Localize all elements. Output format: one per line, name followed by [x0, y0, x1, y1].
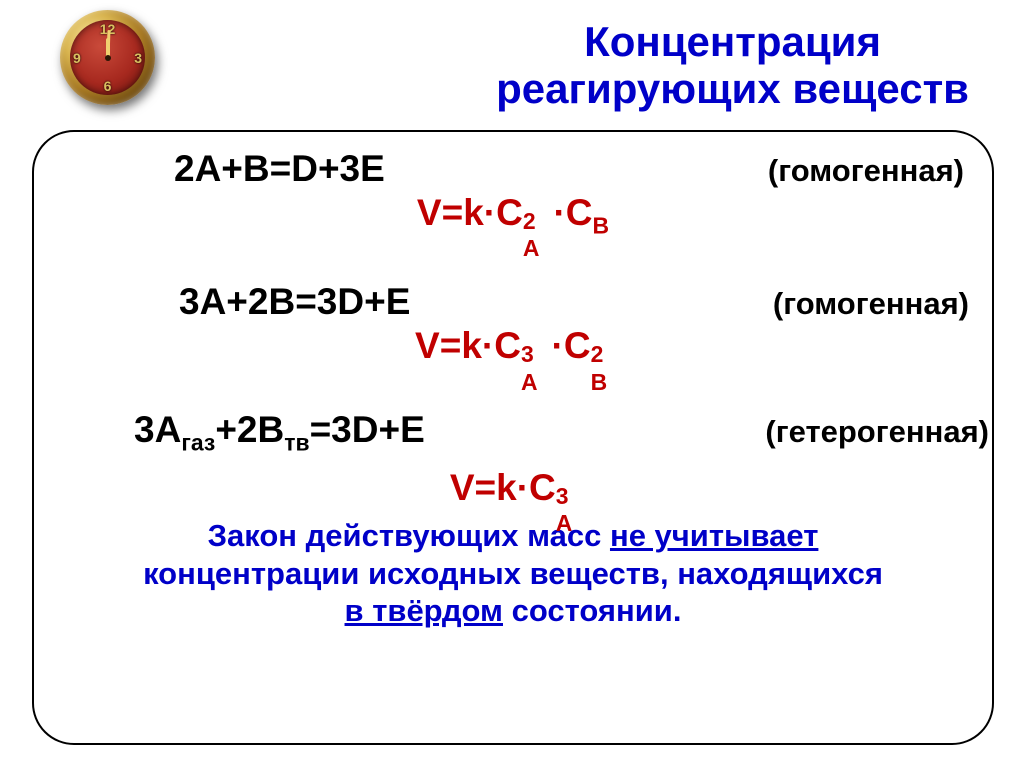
equation-3: 3Aгаз+2Bтв=3D+E	[134, 409, 425, 456]
rate-1: V=k·C2A ·CB	[64, 192, 962, 239]
note-2: (гомогенная)	[773, 286, 969, 322]
clock-rim: 12 3 6 9	[60, 10, 155, 105]
rate-2: V=k·C3A ·C2B	[64, 325, 962, 367]
note-3: (гетерогенная)	[765, 414, 989, 450]
clock-minute-hand	[106, 29, 110, 57]
clock-num-9: 9	[73, 50, 81, 66]
slide-title: Концентрация реагирующих веществ	[496, 18, 969, 112]
example-2-row: 3A+2B=3D+E (гомогенная)	[179, 281, 969, 323]
title-line-1: Концентрация	[496, 18, 969, 65]
clock-num-3: 3	[134, 50, 142, 66]
law-statement: Закон действующих масс не учитываетконце…	[64, 517, 962, 630]
clock-face: 12 3 6 9	[70, 20, 145, 95]
content-box: 2A+B=D+3E (гомогенная) V=k·C2A ·CB 3A+2B…	[32, 130, 994, 745]
example-3-row: 3Aгаз+2Bтв=3D+E (гетерогенная)	[134, 409, 989, 456]
note-1: (гомогенная)	[768, 153, 964, 189]
clock-num-6: 6	[104, 78, 112, 94]
clock-center	[105, 55, 111, 61]
equation-1: 2A+B=D+3E	[174, 148, 385, 190]
equation-2: 3A+2B=3D+E	[179, 281, 410, 323]
rate-3: V=k·C3A	[64, 467, 962, 509]
example-1-row: 2A+B=D+3E (гомогенная)	[174, 148, 964, 190]
clock-image: 12 3 6 9	[60, 10, 155, 105]
title-line-2: реагирующих веществ	[496, 65, 969, 112]
